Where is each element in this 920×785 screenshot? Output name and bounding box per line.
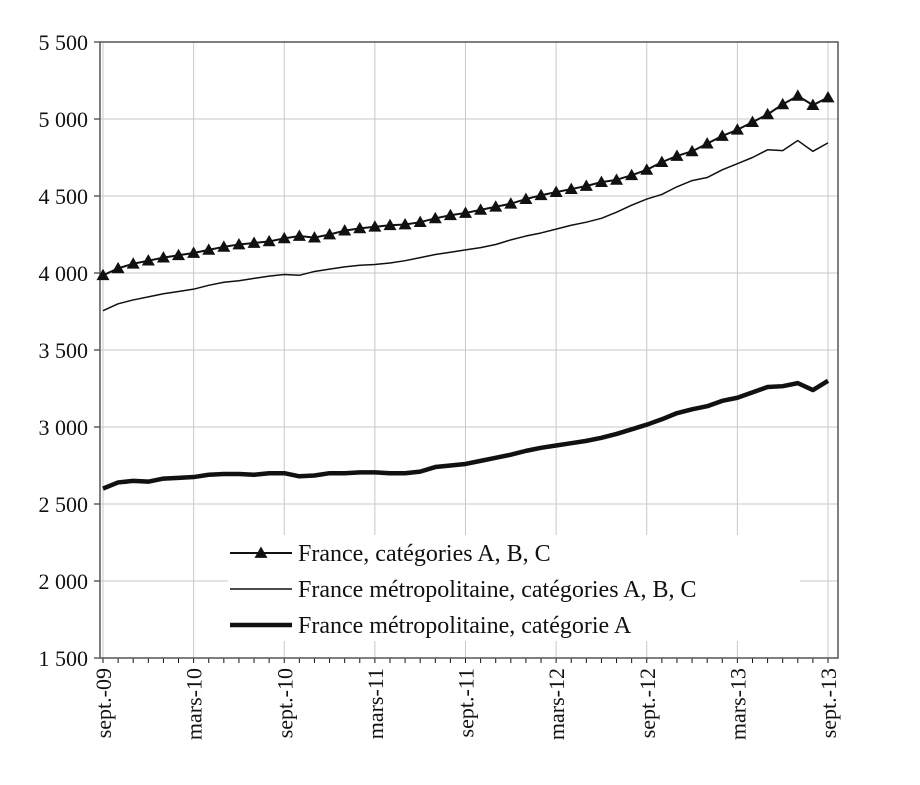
marker	[413, 215, 427, 228]
marker	[443, 208, 457, 221]
x-tick-label: sept.-09	[91, 668, 116, 738]
y-tick-label: 1 500	[39, 646, 89, 671]
marker	[474, 203, 488, 215]
legend-label: France métropolitaine, catégories A, B, …	[298, 577, 697, 603]
y-tick-label: 5 500	[39, 30, 89, 55]
marker	[262, 234, 276, 247]
series-line	[102, 139, 829, 312]
legend-box	[228, 535, 800, 641]
marker	[564, 182, 578, 194]
marker	[519, 192, 533, 204]
y-tick-label: 2 500	[39, 492, 89, 517]
y-tick-label: 2 000	[39, 569, 89, 594]
x-tick-label: sept.-12	[635, 668, 660, 738]
x-tick-label: sept.-10	[272, 668, 297, 738]
marker	[791, 89, 805, 101]
marker	[111, 261, 125, 274]
marker	[625, 168, 639, 181]
marker	[504, 197, 518, 209]
marker	[715, 129, 729, 141]
marker	[730, 123, 744, 135]
marker	[141, 254, 155, 266]
marker	[187, 246, 201, 258]
marker	[338, 224, 352, 236]
marker	[307, 231, 321, 243]
marker	[277, 231, 291, 244]
marker	[459, 206, 472, 218]
legend-label: France métropolitaine, catégorie A	[298, 613, 632, 639]
marker	[821, 90, 835, 103]
marker	[353, 221, 367, 234]
legend-marker	[254, 546, 268, 558]
series-line	[102, 378, 830, 491]
marker	[610, 173, 624, 185]
y-tick-label: 3 000	[39, 415, 89, 440]
y-tick-label: 3 500	[39, 338, 89, 363]
marker	[685, 144, 699, 157]
marker	[172, 248, 186, 261]
marker	[700, 137, 714, 149]
marker	[594, 175, 608, 188]
marker	[761, 107, 775, 120]
marker	[655, 155, 669, 167]
marker	[806, 98, 820, 111]
marker	[489, 200, 503, 212]
marker	[202, 243, 216, 255]
marker	[217, 240, 231, 252]
x-tick-label: sept.-13	[816, 668, 841, 738]
legend-label: France, catégories A, B, C	[298, 541, 551, 567]
marker	[232, 238, 246, 250]
marker	[126, 257, 140, 269]
marker	[776, 97, 790, 110]
marker	[745, 115, 759, 127]
y-tick-label: 4 500	[39, 184, 89, 209]
marker	[549, 185, 563, 198]
x-tick-label: mars-11	[363, 668, 388, 739]
marker	[368, 220, 382, 232]
marker	[247, 236, 261, 248]
marker	[156, 251, 170, 263]
plot-frame	[99, 41, 839, 659]
marker	[96, 268, 110, 281]
x-tick-label: mars-13	[725, 668, 750, 740]
marker	[640, 163, 654, 175]
marker	[398, 217, 412, 230]
x-tick-label: sept.-11	[454, 668, 479, 737]
marker	[579, 179, 593, 191]
marker	[428, 211, 442, 224]
x-tick-label: mars-10	[182, 668, 207, 740]
marker	[670, 149, 684, 161]
marker	[383, 218, 397, 231]
marker	[292, 229, 306, 241]
y-tick-label: 5 000	[39, 107, 89, 132]
marker	[534, 188, 548, 201]
marker	[323, 228, 337, 240]
y-tick-label: 4 000	[39, 261, 89, 286]
x-tick-label: mars-12	[544, 668, 569, 740]
